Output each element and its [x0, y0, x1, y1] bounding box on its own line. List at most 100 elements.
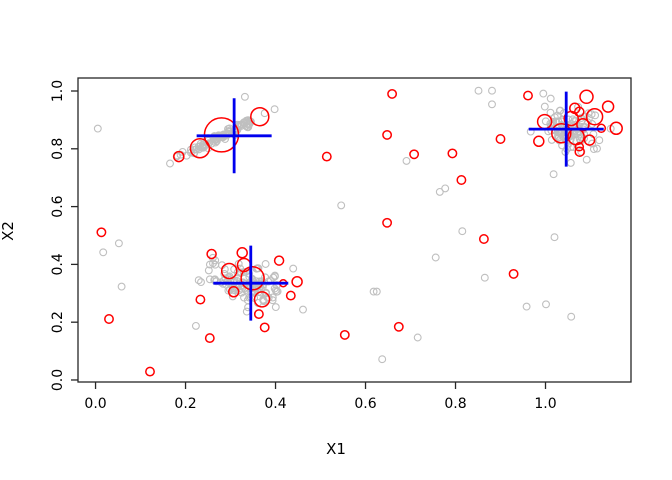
data-point-red-noise	[259, 322, 270, 333]
data-point-red-noise	[409, 149, 420, 160]
cluster-center-cross	[213, 245, 289, 321]
data-point-red-noise	[104, 314, 114, 324]
data-point-red-marked	[253, 291, 271, 308]
plot-box	[77, 77, 632, 383]
data-point-red-marked	[574, 146, 585, 157]
data-point-gray	[555, 106, 564, 115]
data-point-gray-noise	[549, 170, 558, 179]
data-point-gray	[204, 266, 213, 275]
data-point-red-noise	[387, 88, 398, 99]
y-tick-label: 0.6	[50, 195, 66, 217]
data-point-red-noise	[382, 217, 393, 228]
data-point-gray	[209, 259, 217, 268]
data-point-gray-noise	[567, 312, 576, 321]
data-point-gray-noise	[488, 100, 496, 109]
data-point-red-noise	[523, 90, 533, 101]
data-point-gray	[299, 305, 307, 314]
data-point-gray-noise	[93, 124, 102, 133]
data-point-gray	[240, 293, 248, 302]
cluster-center-cross	[528, 91, 604, 167]
y-axis-title: X2	[0, 221, 17, 241]
data-point-gray	[587, 110, 596, 119]
data-point-red-noise	[495, 134, 506, 144]
data-point-red-noise	[96, 227, 107, 238]
data-point-gray	[582, 155, 591, 164]
data-point-gray-noise	[522, 302, 531, 311]
plot-region	[93, 86, 623, 377]
data-point-gray	[197, 278, 205, 287]
data-point-gray-noise	[378, 355, 387, 364]
data-point-red-marked	[583, 134, 596, 146]
data-point-gray	[271, 303, 280, 312]
data-point-gray	[546, 108, 555, 117]
data-point-red-marked	[609, 121, 623, 136]
data-point-red-marked	[227, 286, 240, 298]
data-point-red-marked	[585, 107, 604, 126]
data-point-red-marked	[236, 247, 248, 259]
data-point-red-marked	[273, 255, 285, 266]
data-point-gray	[205, 275, 214, 284]
data-point-gray-noise	[550, 233, 559, 242]
data-point-gray	[242, 307, 251, 316]
data-point-gray-noise	[542, 300, 550, 309]
data-point-gray-noise	[413, 333, 422, 342]
data-point-gray-noise	[480, 273, 489, 282]
data-point-red-marked	[579, 89, 594, 105]
data-point-gray-noise	[369, 287, 378, 296]
x-tick-label: 0.6	[354, 396, 376, 412]
data-point-gray	[540, 102, 549, 111]
data-point-red-marked	[173, 150, 185, 163]
data-point-red-noise	[478, 234, 489, 244]
x-tick-label: 0.0	[84, 396, 106, 412]
data-point-red-marked	[206, 248, 217, 260]
x-axis-title: X1	[326, 440, 346, 458]
data-point-red-noise	[204, 333, 215, 344]
data-point-gray	[194, 276, 203, 285]
x-tick-label: 0.4	[264, 396, 286, 412]
data-point-gray-noise	[435, 187, 444, 196]
data-point-gray	[254, 264, 263, 273]
data-point-gray-noise	[99, 248, 108, 257]
data-point-gray	[270, 271, 279, 280]
data-point-red-noise	[321, 151, 332, 162]
data-point-red-noise	[393, 321, 404, 332]
data-point-gray	[593, 144, 601, 153]
data-point-gray-noise	[114, 239, 123, 248]
data-point-red-noise	[253, 309, 264, 320]
data-point-red-noise	[285, 290, 296, 301]
data-point-red-marked	[250, 106, 270, 127]
data-point-gray-noise	[488, 86, 496, 95]
data-point-red-noise	[447, 148, 458, 159]
data-point-gray	[243, 123, 252, 132]
data-point-gray-noise	[458, 227, 467, 236]
y-tick-label: 0.2	[50, 311, 66, 333]
data-point-gray-noise	[191, 321, 200, 330]
data-point-red-noise	[145, 366, 155, 377]
data-point-red-noise	[382, 129, 393, 140]
data-point-gray	[225, 272, 234, 281]
data-point-gray	[239, 268, 248, 277]
data-point-red-noise	[508, 268, 519, 279]
data-point-gray	[245, 269, 254, 278]
y-tick-label: 0.4	[50, 253, 66, 275]
data-point-red-marked	[533, 135, 545, 148]
data-point-gray	[574, 102, 583, 111]
data-point-gray-noise	[431, 253, 440, 262]
data-point-gray-noise	[240, 92, 249, 101]
data-point-red-marked	[291, 275, 303, 288]
data-point-gray-noise	[337, 201, 346, 210]
data-point-red-marked	[576, 118, 590, 132]
data-point-gray	[166, 159, 174, 168]
data-point-gray	[251, 277, 260, 286]
data-point-gray	[199, 143, 208, 152]
data-point-gray	[273, 287, 282, 296]
data-point-gray	[546, 94, 555, 103]
data-point-red-marked	[551, 122, 572, 144]
data-point-gray	[583, 118, 592, 127]
y-tick-label: 1.0	[50, 80, 66, 102]
data-point-gray	[595, 136, 604, 145]
data-point-red-noise	[195, 294, 206, 305]
data-point-red-marked	[563, 110, 579, 127]
data-point-gray	[289, 264, 298, 273]
